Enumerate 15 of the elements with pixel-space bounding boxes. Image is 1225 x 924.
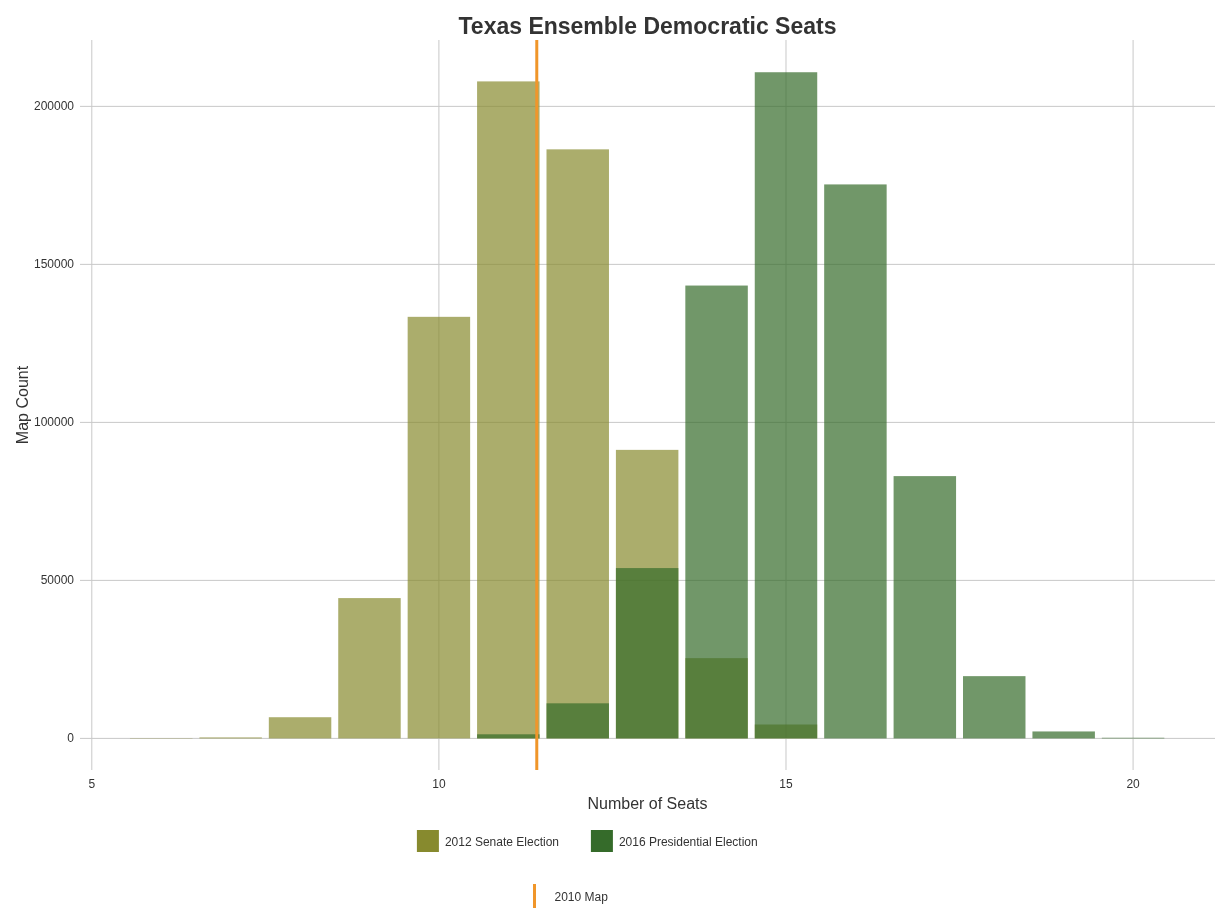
legend-label: 2010 Map [554, 890, 609, 904]
y-axis-title: Map Count [14, 365, 31, 445]
x-axis-title: Number of Seats [587, 795, 708, 812]
legend-label: 2016 Presidential Election [618, 835, 758, 849]
chart-title: Texas Ensemble Democratic Seats [458, 13, 837, 39]
y-tick-label: 50000 [40, 573, 75, 588]
x-tick-label: 15 [779, 777, 793, 791]
y-tick-label: 0 [67, 731, 75, 746]
y-tick-label: 150000 [33, 257, 75, 272]
x-tick-label: 10 [432, 777, 446, 791]
x-tick-label: 5 [88, 777, 96, 791]
y-tick-label: 100000 [33, 415, 75, 430]
y-tick-label: 200000 [33, 99, 75, 114]
x-tick-label: 20 [1126, 777, 1141, 791]
legend-label: 2012 Senate Election [444, 835, 559, 849]
